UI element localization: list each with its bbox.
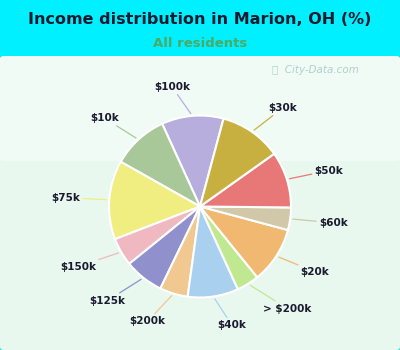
Text: $100k: $100k [154, 82, 191, 113]
FancyBboxPatch shape [0, 56, 400, 161]
Text: $125k: $125k [89, 279, 141, 306]
Text: $60k: $60k [293, 218, 348, 228]
Wedge shape [200, 206, 257, 289]
FancyBboxPatch shape [0, 56, 400, 350]
Text: $75k: $75k [51, 193, 106, 203]
Text: > $200k: > $200k [250, 285, 312, 314]
Text: $150k: $150k [60, 253, 118, 272]
Text: $20k: $20k [279, 257, 330, 277]
Text: $40k: $40k [215, 299, 246, 330]
Wedge shape [200, 206, 291, 230]
Wedge shape [121, 124, 200, 206]
Text: $30k: $30k [254, 103, 297, 130]
Wedge shape [188, 206, 238, 298]
Text: All residents: All residents [153, 37, 247, 50]
Wedge shape [129, 206, 200, 288]
Wedge shape [200, 119, 274, 206]
Text: ⓘ  City-Data.com: ⓘ City-Data.com [272, 65, 359, 75]
Wedge shape [200, 206, 288, 277]
Wedge shape [115, 206, 200, 264]
Text: $200k: $200k [129, 296, 172, 327]
Text: $50k: $50k [290, 166, 343, 179]
Text: $10k: $10k [90, 113, 136, 138]
Text: Income distribution in Marion, OH (%): Income distribution in Marion, OH (%) [28, 12, 372, 27]
Wedge shape [109, 162, 200, 239]
Wedge shape [160, 206, 200, 297]
Wedge shape [162, 116, 224, 206]
Wedge shape [200, 154, 291, 208]
